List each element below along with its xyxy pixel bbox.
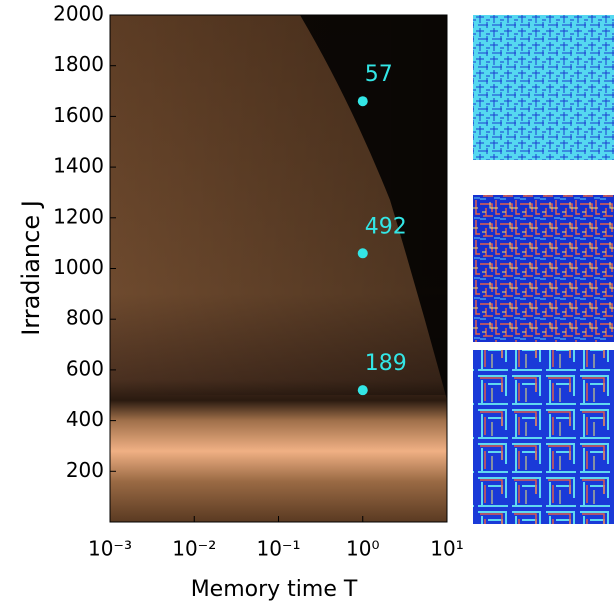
x-axis-label: Memory time T: [191, 577, 358, 602]
x-tick-label: 10¹: [430, 537, 463, 561]
x-tick-label: 10⁻²: [172, 537, 216, 561]
point: [357, 385, 368, 396]
x-tick-label: 10⁰: [346, 537, 379, 561]
y-tick-label: 400: [66, 407, 104, 431]
y-tick-label: 200: [66, 458, 104, 482]
y-tick-label: 800: [66, 306, 104, 330]
point-annotation: 57: [365, 62, 393, 87]
pattern-panel: [473, 195, 614, 342]
y-tick-label: 1200: [53, 204, 104, 228]
y-tick-label: 2000: [53, 2, 104, 26]
pattern-panel: [473, 15, 614, 160]
point: [357, 96, 368, 107]
point-annotation: 492: [365, 214, 407, 239]
y-tick-label: 1000: [53, 255, 104, 279]
y-tick-label: 1400: [53, 154, 104, 178]
y-axis-label: Irradiance J: [17, 200, 45, 336]
x-tick-label: 10⁻¹: [256, 537, 300, 561]
pattern-panel: [473, 350, 614, 524]
point-annotation: 189: [365, 351, 407, 376]
y-tick-label: 1800: [53, 52, 104, 76]
x-tick-label: 10⁻³: [88, 537, 132, 561]
y-tick-label: 600: [66, 356, 104, 380]
y-tick-label: 1600: [53, 103, 104, 127]
heatmap: [110, 15, 447, 522]
point: [357, 248, 368, 259]
